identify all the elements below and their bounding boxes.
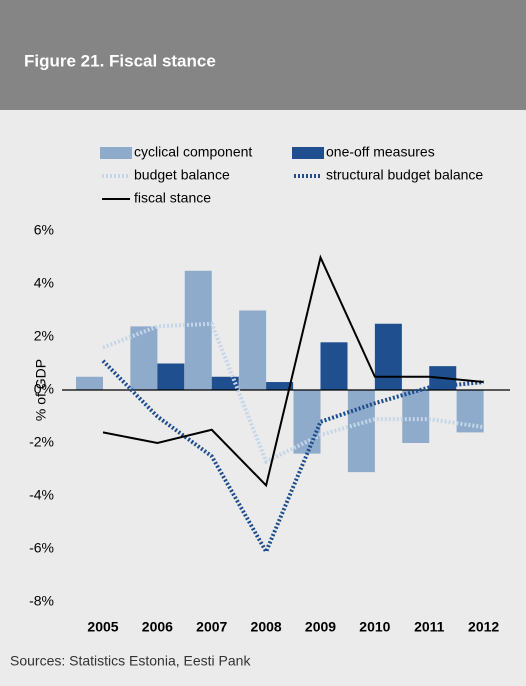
source-note: Sources: Statistics Estonia, Eesti Pank — [10, 653, 251, 669]
legend-label: fiscal stance — [134, 190, 211, 206]
y-tick-label: 2% — [34, 328, 54, 344]
series-line — [101, 359, 484, 557]
legend-label: budget balance — [134, 167, 230, 183]
y-axis-label: % of GDP — [33, 359, 49, 421]
bar — [184, 270, 212, 390]
y-tick-label: 0% — [34, 381, 54, 397]
figure-title: Figure 21. Fiscal stance — [24, 51, 216, 70]
legend-label: one-off measures — [326, 144, 435, 160]
legend-label: cyclical component — [134, 144, 252, 160]
x-tick-label: 2008 — [251, 619, 282, 635]
x-tick-label: 2006 — [142, 619, 173, 635]
bar — [374, 323, 402, 390]
bar — [239, 310, 267, 390]
y-tick-label: -2% — [29, 434, 54, 450]
x-tick-label: 2009 — [305, 619, 336, 635]
bar — [347, 390, 375, 473]
y-tick-label: -6% — [29, 540, 54, 556]
y-tick-label: -8% — [29, 593, 54, 609]
x-tick-label: 2011 — [414, 619, 445, 635]
x-tick-label: 2010 — [359, 619, 390, 635]
bar — [320, 342, 348, 390]
y-tick-label: -4% — [29, 487, 54, 503]
legend-swatch — [100, 147, 132, 159]
bar — [402, 390, 430, 443]
header-band — [0, 0, 526, 110]
series-line — [102, 254, 484, 488]
legend-swatch — [292, 147, 324, 159]
bar — [76, 376, 103, 390]
y-tick-label: 6% — [34, 222, 54, 238]
x-tick-label: 2005 — [87, 619, 118, 635]
y-tick-label: 4% — [34, 275, 54, 291]
x-tick-label: 2007 — [196, 619, 227, 635]
legend-label: structural budget balance — [326, 167, 483, 183]
bar — [266, 382, 294, 390]
bar — [157, 363, 185, 390]
x-tick-label: 2012 — [468, 619, 499, 635]
